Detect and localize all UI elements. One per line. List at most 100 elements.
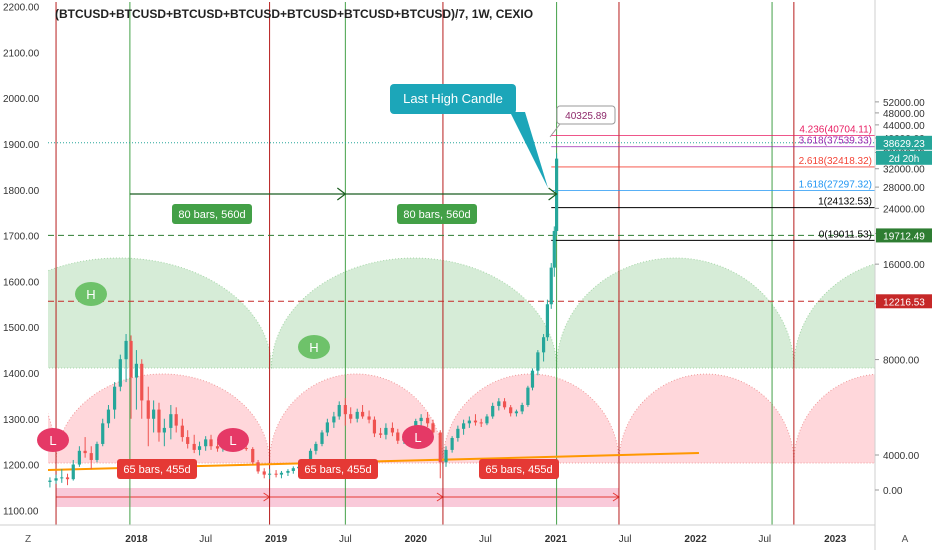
cycle-80-label-bg <box>397 204 477 224</box>
high-marker <box>298 335 330 359</box>
candle-body <box>180 425 184 438</box>
high-price-pointer <box>549 123 561 138</box>
candle-body <box>520 405 524 412</box>
x-tick-label: Jul <box>479 534 492 545</box>
price-tag-bg <box>876 150 932 165</box>
candle-body <box>54 478 58 481</box>
left-tick-label: 1300.00 <box>3 415 40 426</box>
candle-body <box>367 416 371 420</box>
high-marker-label: H <box>309 340 318 355</box>
right-tick-label: 4000.00 <box>883 451 920 462</box>
scale-mode-right[interactable]: A <box>902 534 909 545</box>
candle-body <box>444 449 448 463</box>
low-marker-label: L <box>49 433 56 448</box>
candle-body <box>291 468 295 471</box>
price-tag: 38629.23 <box>883 139 925 150</box>
candle-body <box>450 437 454 450</box>
candle-body <box>552 230 556 268</box>
cycle-80-label-bg <box>172 204 252 224</box>
candle-body <box>485 416 489 424</box>
candle-body <box>71 464 75 480</box>
left-tick-label: 2200.00 <box>3 3 40 14</box>
candle-body <box>396 432 400 441</box>
candle-body <box>274 473 278 475</box>
left-tick-label: 1400.00 <box>3 369 40 380</box>
candle-body <box>462 423 466 429</box>
candle-body <box>146 400 150 419</box>
candle-body <box>384 427 388 435</box>
candle-body <box>479 422 483 424</box>
price-tag: 19712.49 <box>883 231 925 242</box>
x-tick-label: Jul <box>758 534 771 545</box>
candle-body <box>244 448 248 450</box>
left-tick-label: 1100.00 <box>3 506 39 517</box>
candle-body <box>491 405 495 417</box>
right-tick-label: 48000.00 <box>883 109 925 120</box>
cycle-80-arrowhead <box>548 187 558 201</box>
candle-body <box>314 443 318 451</box>
fib-level-label: 3.618(37539.33) <box>799 136 872 147</box>
fib-level-label: 1.618(27297.32) <box>799 180 872 191</box>
candle-body <box>456 428 460 438</box>
candle-body <box>192 443 196 450</box>
cycle-65-label: 65 bars, 455d <box>304 464 371 476</box>
candle-body <box>262 471 266 475</box>
candle-body <box>549 267 553 305</box>
candle-body <box>267 473 272 475</box>
candle-body <box>390 427 395 433</box>
right-tick-label: 28000.00 <box>883 183 925 194</box>
x-tick-label: 2019 <box>265 534 288 545</box>
candle-body <box>83 450 87 454</box>
x-tick-label: 2023 <box>824 534 847 545</box>
candle-body <box>65 477 70 480</box>
red-cycle-arc <box>793 373 875 464</box>
last-high-pointer <box>510 112 548 188</box>
candle-body <box>554 158 559 231</box>
price-tag: 2d 20h <box>889 154 920 165</box>
candle-body <box>419 417 423 422</box>
x-tick-label: Jul <box>619 534 632 545</box>
green-cycle-arc <box>793 263 875 369</box>
candle-body <box>174 414 178 426</box>
cycle-65-label-bg <box>479 459 559 479</box>
candle-body <box>112 386 117 410</box>
high-marker <box>75 282 107 306</box>
right-tick-label: 52000.00 <box>883 98 925 109</box>
cycle-65-label-bg <box>117 459 197 479</box>
candle-body <box>140 363 144 401</box>
price-tag-bg <box>876 294 932 309</box>
candle-body <box>343 405 347 415</box>
candle-body <box>467 420 471 424</box>
x-tick-label: Jul <box>199 534 212 545</box>
candle-body <box>95 443 99 460</box>
candle-body <box>378 433 383 435</box>
candle-body <box>497 401 501 406</box>
candle-body <box>473 420 478 423</box>
x-tick-label: 2018 <box>125 534 148 545</box>
low-marker <box>217 428 249 452</box>
candle-body <box>337 405 341 417</box>
scale-mode-left[interactable]: Z <box>25 534 31 545</box>
low-marker <box>402 425 434 449</box>
candle-body <box>60 477 64 479</box>
green-cycle-arc <box>556 257 795 369</box>
candle-body <box>502 401 507 408</box>
cycle-80-label: 80 bars, 560d <box>178 209 245 221</box>
right-tick-label: 16000.00 <box>883 260 925 271</box>
candle-body <box>332 416 336 423</box>
candle-body <box>325 422 329 433</box>
green-cycle-arc <box>270 257 558 369</box>
fib-level-label: 4.236(40704.11) <box>799 125 872 136</box>
cycle-80-label: 80 bars, 560d <box>403 209 470 221</box>
right-tick-label: 44000.00 <box>883 121 925 132</box>
last-high-callout-bg <box>390 84 516 114</box>
high-marker-label: H <box>86 287 95 302</box>
candle-body <box>530 370 535 388</box>
fib-level-label: 2.618(32418.32) <box>799 156 872 167</box>
left-tick-label: 2100.00 <box>3 48 40 59</box>
cycle-80-arrowhead <box>336 187 347 201</box>
candle-body <box>215 446 220 449</box>
left-tick-label: 1600.00 <box>3 277 40 288</box>
low-marker-label: L <box>414 430 421 445</box>
